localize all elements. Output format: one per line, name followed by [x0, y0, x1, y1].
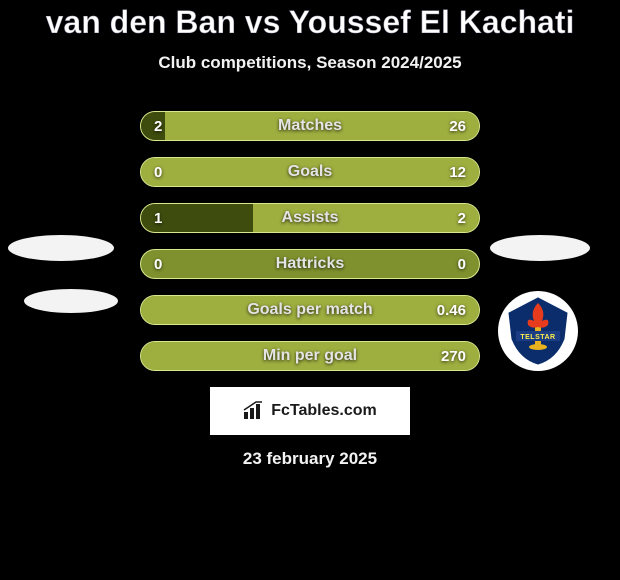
stat-bar-fill-left	[141, 112, 165, 140]
stat-row: Goals per match0.46	[0, 295, 620, 325]
stat-bar-fill-right	[141, 342, 479, 370]
stat-bar-fill-right	[165, 112, 479, 140]
snapshot-date: 23 february 2025	[0, 449, 620, 469]
bar-chart-icon	[243, 401, 265, 421]
stat-bar-fill-left	[141, 204, 253, 232]
stat-bar-fill-right	[141, 296, 479, 324]
stat-row: 0Hattricks0	[0, 249, 620, 279]
stats-area: TELSTAR 2Matches26 0Goals12 1Assists2 0Hatt…	[0, 111, 620, 371]
comparison-subtitle: Club competitions, Season 2024/2025	[0, 53, 620, 73]
stat-bar-fill-right	[141, 158, 479, 186]
stat-row: 1Assists2	[0, 203, 620, 233]
stat-bar-track	[140, 111, 480, 141]
branding-text: FcTables.com	[271, 402, 377, 420]
stat-bar-track	[140, 341, 480, 371]
comparison-title: van den Ban vs Youssef El Kachati	[0, 0, 620, 41]
stat-bar-track	[140, 203, 480, 233]
stat-bar-fill-right	[253, 204, 479, 232]
stat-bar-track	[140, 157, 480, 187]
stat-row: 0Goals12	[0, 157, 620, 187]
stat-bar-track	[140, 295, 480, 325]
stat-row: 2Matches26	[0, 111, 620, 141]
branding-badge[interactable]: FcTables.com	[210, 387, 410, 435]
stat-bar-track	[140, 249, 480, 279]
svg-text:TELSTAR: TELSTAR	[520, 334, 555, 341]
stat-row: Min per goal270	[0, 341, 620, 371]
